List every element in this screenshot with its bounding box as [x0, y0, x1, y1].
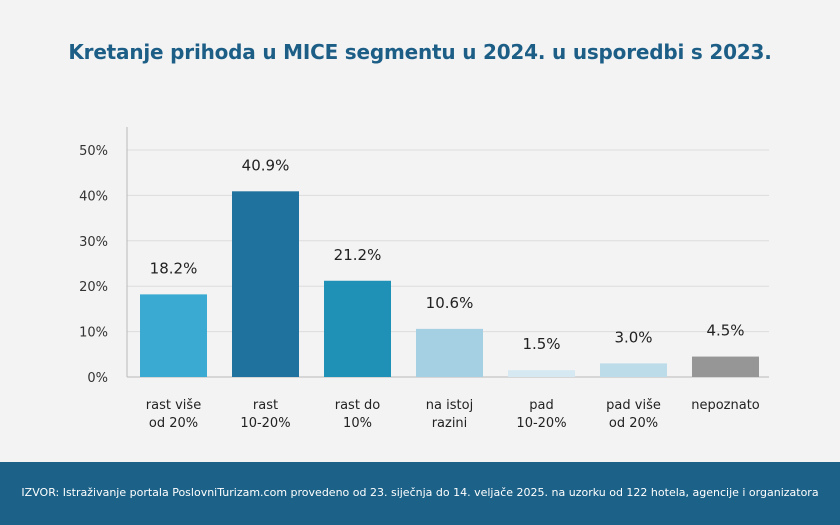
x-tick-label: od 20% [149, 416, 198, 431]
source-note: IZVOR: Istraživanje portala PoslovniTuri… [21, 486, 819, 499]
x-tick-label: rast više [146, 398, 201, 413]
x-tick-label: 10-20% [516, 416, 566, 431]
bar-value-label: 18.2% [150, 259, 198, 277]
x-tick-label: 10-20% [240, 416, 290, 431]
bar [140, 294, 207, 377]
bar-chart: 0% 10% 20% 30% 40% 50% 18.2% rast više od 20% 40.… [79, 127, 769, 431]
x-tick-label: na istoj [426, 398, 473, 413]
y-tick-label: 20% [79, 280, 108, 295]
bar [508, 370, 575, 377]
x-tick-label: rast [253, 398, 278, 413]
x-tick-label: razini [432, 416, 468, 431]
x-tick-label: pad više [606, 398, 661, 413]
bar [692, 356, 759, 377]
bar-value-label: 40.9% [242, 156, 290, 174]
x-tick-label: 10% [343, 416, 372, 431]
bar [324, 280, 391, 377]
x-tick-label: nepoznato [691, 398, 760, 413]
y-tick-label: 30% [79, 235, 108, 250]
x-tick-label: rast do [335, 398, 381, 413]
y-tick-label: 10% [79, 326, 108, 341]
bar-value-label: 4.5% [706, 322, 744, 340]
x-tick-label: pad [529, 398, 553, 413]
x-tick-label: od 20% [609, 416, 658, 431]
footer-band [0, 462, 840, 525]
bar [416, 328, 483, 377]
bar-value-label: 1.5% [522, 335, 560, 353]
bar [600, 363, 667, 377]
bar-value-label: 10.6% [426, 294, 474, 312]
y-tick-label: 40% [79, 189, 108, 204]
bar-value-label: 3.0% [614, 328, 652, 346]
y-tick-label: 50% [79, 144, 108, 159]
bar [232, 191, 299, 377]
bar-value-label: 21.2% [334, 246, 382, 264]
chart-title: Kretanje prihoda u MICE segmentu u 2024.… [68, 40, 772, 64]
y-tick-label: 0% [87, 371, 108, 386]
